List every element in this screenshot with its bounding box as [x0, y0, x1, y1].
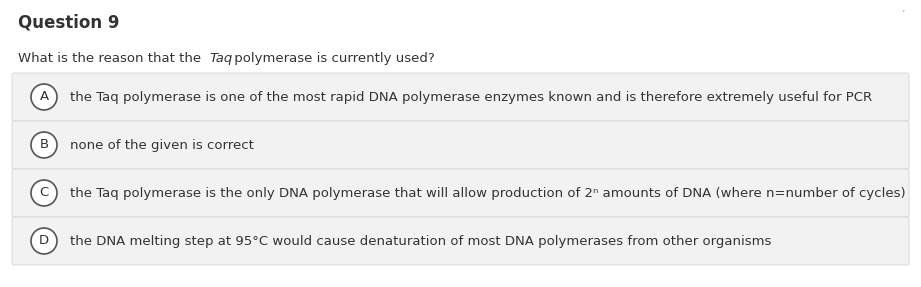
FancyBboxPatch shape	[12, 121, 909, 169]
Text: the DNA melting step at 95°C would cause denaturation of most DNA polymerases fr: the DNA melting step at 95°C would cause…	[70, 234, 772, 247]
Text: A: A	[40, 90, 49, 104]
Circle shape	[31, 180, 57, 206]
Text: C: C	[40, 187, 49, 199]
Circle shape	[31, 84, 57, 110]
Text: What is the reason that the: What is the reason that the	[18, 52, 205, 65]
Text: ’: ’	[902, 10, 905, 20]
Text: polymerase is currently used?: polymerase is currently used?	[230, 52, 435, 65]
Text: none of the given is correct: none of the given is correct	[70, 139, 254, 152]
Text: Question 9: Question 9	[18, 14, 120, 32]
Text: the Taq polymerase is the only DNA polymerase that will allow production of 2ⁿ a: the Taq polymerase is the only DNA polym…	[70, 187, 905, 199]
FancyBboxPatch shape	[12, 73, 909, 121]
FancyBboxPatch shape	[12, 217, 909, 265]
Text: D: D	[39, 234, 49, 247]
Text: B: B	[40, 139, 49, 152]
Circle shape	[31, 228, 57, 254]
Text: Taq: Taq	[209, 52, 232, 65]
Text: the Taq polymerase is one of the most rapid DNA polymerase enzymes known and is : the Taq polymerase is one of the most ra…	[70, 90, 872, 104]
Circle shape	[31, 132, 57, 158]
FancyBboxPatch shape	[12, 169, 909, 217]
